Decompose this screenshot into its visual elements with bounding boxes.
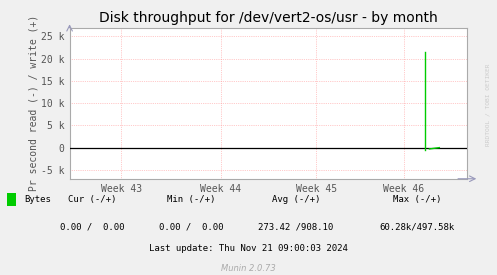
Text: Avg (-/+): Avg (-/+): [271, 195, 320, 204]
Y-axis label: Pr second read (-) / write (+): Pr second read (-) / write (+): [28, 15, 38, 191]
Text: Cur (-/+): Cur (-/+): [68, 195, 116, 204]
Text: Munin 2.0.73: Munin 2.0.73: [221, 264, 276, 273]
Text: 0.00 /  0.00: 0.00 / 0.00: [159, 222, 224, 231]
Text: 0.00 /  0.00: 0.00 / 0.00: [60, 222, 124, 231]
Text: Last update: Thu Nov 21 09:00:03 2024: Last update: Thu Nov 21 09:00:03 2024: [149, 244, 348, 253]
Text: Min (-/+): Min (-/+): [167, 195, 216, 204]
Text: Max (-/+): Max (-/+): [393, 195, 442, 204]
Text: 273.42 /908.10: 273.42 /908.10: [258, 222, 333, 231]
Text: RRDTOOL / TOBI OETIKER: RRDTOOL / TOBI OETIKER: [486, 63, 491, 146]
Text: 60.28k/497.58k: 60.28k/497.58k: [380, 222, 455, 231]
Title: Disk throughput for /dev/vert2-os/usr - by month: Disk throughput for /dev/vert2-os/usr - …: [99, 11, 438, 25]
Text: Bytes: Bytes: [24, 195, 51, 204]
